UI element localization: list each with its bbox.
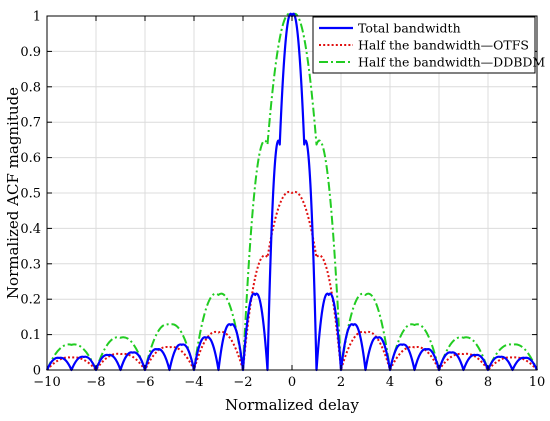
y-tick-label: 0.4 xyxy=(20,222,41,237)
x-tick-label: −4 xyxy=(184,375,203,390)
legend-label: Half the bandwidth—DDBDM xyxy=(358,55,545,70)
y-tick-label: 0.5 xyxy=(20,187,41,202)
y-tick-label: 0 xyxy=(33,364,41,379)
legend: Total bandwidth Half the bandwidth—OTFS Ha… xyxy=(312,16,545,74)
y-tick-label: 0.2 xyxy=(20,293,41,308)
x-tick-label: 6 xyxy=(435,375,443,390)
legend-label: Half the bandwidth—OTFS xyxy=(358,38,529,53)
series-line xyxy=(46,190,538,371)
x-tick-label: 8 xyxy=(484,375,492,390)
y-tick-label: 0.8 xyxy=(20,80,41,95)
x-tick-label: 2 xyxy=(337,375,345,390)
x-tick-label: 0 xyxy=(288,375,296,390)
x-tick-label: −6 xyxy=(135,375,154,390)
y-axis-title: Normalized ACF magnitude xyxy=(4,87,22,299)
y-tick-label: 0.6 xyxy=(20,151,41,166)
legend-label: Total bandwidth xyxy=(358,21,461,36)
tick-labels: −10 −8 −6 −4 −2 0 2 4 6 8 10 0 0.1 0.2 0.3 0.4 0.5 0.6 0.7… xyxy=(20,10,545,391)
y-tick-label: 0.3 xyxy=(20,257,41,272)
y-tick-label: 0.9 xyxy=(20,45,41,60)
y-tick-label: 0.1 xyxy=(20,328,41,343)
x-tick-label: 10 xyxy=(529,375,546,390)
x-axis-title: Normalized delay xyxy=(225,396,359,414)
x-tick-label: −10 xyxy=(33,375,60,390)
y-tick-label: 0.7 xyxy=(20,116,41,131)
x-tick-label: −2 xyxy=(233,375,252,390)
y-tick-label: 1 xyxy=(33,10,41,25)
x-tick-label: −8 xyxy=(86,375,105,390)
x-tick-label: 4 xyxy=(386,375,394,390)
